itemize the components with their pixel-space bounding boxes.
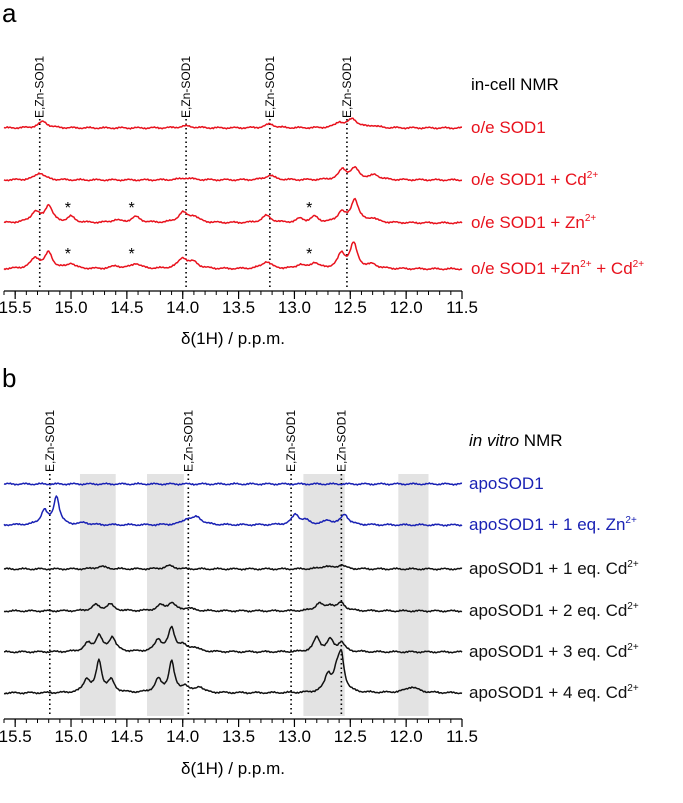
reference-label: E,Zn-SOD1 [43, 410, 57, 472]
peak-asterisk: * [306, 246, 312, 263]
spectrum-trace [3, 165, 463, 182]
x-tick-label: 13.0 [278, 727, 311, 746]
trace-label: o/e SOD1 +Zn2+ + Cd2+ [471, 259, 644, 278]
shaded-region [146, 474, 184, 716]
x-tick-label: 12.5 [334, 298, 367, 317]
x-tick-label: 15.5 [0, 727, 32, 746]
x-tick-label: 11.5 [446, 727, 478, 746]
reference-label: E,Zn-SOD1 [181, 410, 195, 472]
trace-label: o/e SOD1 + Cd2+ [471, 170, 598, 189]
trace-label: apoSOD1 + 4 eq. Cd2+ [469, 683, 639, 702]
reference-label: E,Zn-SOD1 [284, 410, 298, 472]
x-tick-label: 13.5 [222, 727, 255, 746]
x-tick-label: 13.0 [278, 298, 311, 317]
trace-label: apoSOD1 [469, 474, 544, 493]
peak-asterisk: * [306, 200, 312, 217]
peak-asterisk: * [128, 246, 134, 263]
panel-header: in vitro NMR [469, 431, 563, 450]
trace-label: apoSOD1 + 1 eq. Zn2+ [469, 515, 637, 534]
x-tick-label: 14.0 [166, 727, 199, 746]
spectrum-trace [3, 564, 463, 571]
x-tick-label: 12.0 [390, 727, 423, 746]
x-axis-label: δ(1H) / p.p.m. [181, 329, 285, 348]
spectrum-trace [3, 241, 463, 271]
shaded-region [303, 474, 345, 716]
spectrum-trace [3, 197, 463, 225]
panel-a: E,Zn-SOD1 E,Zn-SOD1 E,Zn-SOD1 E,Zn-SOD1 o/e … [0, 56, 644, 348]
panel-header: in-cell NMR [471, 75, 559, 94]
x-tick-label: 13.5 [222, 298, 255, 317]
shaded-region [79, 474, 116, 716]
x-tick-label: 11.5 [446, 298, 478, 317]
panel-a-letter: a [2, 0, 17, 28]
peak-asterisk: * [128, 200, 134, 217]
reference-label: E,Zn-SOD1 [33, 56, 47, 118]
trace-label: apoSOD1 + 2 eq. Cd2+ [469, 601, 639, 620]
x-tick-label: 15.5 [0, 298, 32, 317]
x-tick-label: 15.0 [54, 727, 87, 746]
x-tick-label: 15.0 [54, 298, 87, 317]
spectrum-trace [3, 601, 463, 613]
panel-b: E,Zn-SOD1 E,Zn-SOD1 E,Zn-SOD1 E,Zn-SOD1 apoS… [0, 410, 639, 778]
spectrum-trace [3, 117, 463, 130]
panel-b-letter: b [2, 363, 16, 393]
x-axis-label: δ(1H) / p.p.m. [181, 759, 285, 778]
trace-label: apoSOD1 + 1 eq. Cd2+ [469, 559, 639, 578]
shaded-region [398, 474, 429, 716]
trace-label: o/e SOD1 + Zn2+ [471, 213, 596, 232]
spectrum-trace [3, 648, 463, 695]
peak-asterisk: * [65, 200, 71, 217]
spectrum-trace [4, 625, 463, 654]
spectrum-trace [3, 482, 463, 486]
trace-label: apoSOD1 + 3 eq. Cd2+ [469, 642, 639, 661]
reference-label: E,Zn-SOD1 [334, 410, 348, 472]
reference-label: E,Zn-SOD1 [179, 56, 193, 118]
x-tick-label: 14.5 [110, 727, 143, 746]
x-tick-label: 14.0 [166, 298, 199, 317]
reference-label: E,Zn-SOD1 [340, 56, 354, 118]
x-tick-label: 14.5 [110, 298, 143, 317]
trace-label: o/e SOD1 [471, 118, 546, 137]
reference-label: E,Zn-SOD1 [263, 56, 277, 118]
peak-asterisk: * [65, 246, 71, 263]
x-tick-label: 12.0 [390, 298, 423, 317]
x-tick-label: 12.5 [334, 727, 367, 746]
spectrum-trace [3, 495, 463, 527]
